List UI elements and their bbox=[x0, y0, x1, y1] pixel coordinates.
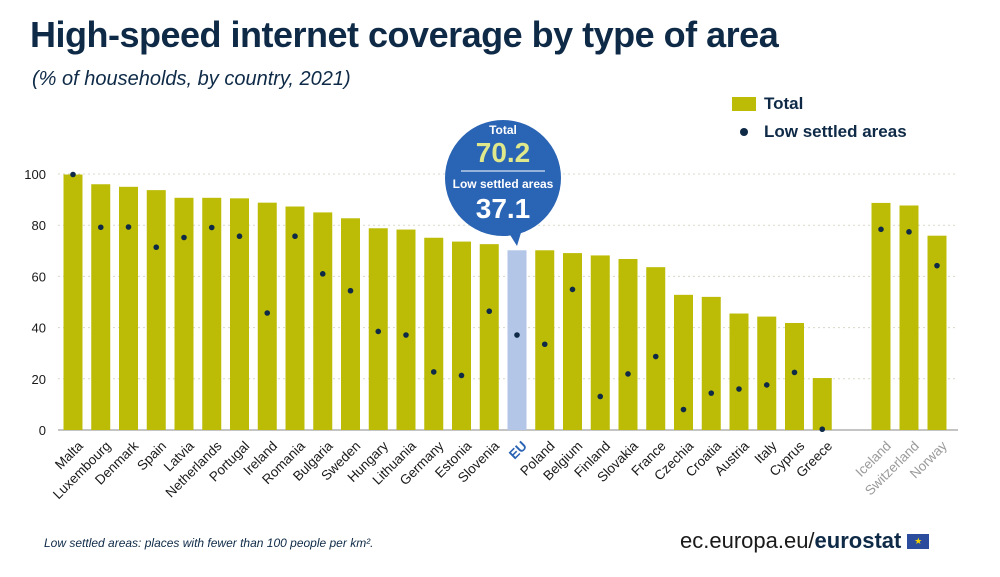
bar-total-ireland bbox=[257, 202, 277, 430]
dot-low-poland bbox=[541, 341, 548, 348]
dot-low-slovenia bbox=[486, 308, 493, 315]
bar-total-austria bbox=[729, 313, 749, 430]
bar-total-latvia bbox=[174, 197, 194, 430]
bar-total-bulgaria bbox=[313, 212, 333, 430]
y-tick-label: 100 bbox=[24, 167, 46, 182]
bar-total-czechia bbox=[674, 294, 693, 430]
bar-total-cyprus bbox=[785, 322, 804, 430]
y-tick-label: 0 bbox=[39, 423, 46, 438]
y-tick-label: 80 bbox=[32, 218, 46, 233]
legend-marker-low bbox=[732, 125, 756, 139]
bar-total-greece bbox=[812, 378, 832, 430]
callout-total-label: Total bbox=[489, 123, 517, 137]
dot-low-czechia bbox=[680, 406, 687, 413]
bar-total-slovakia bbox=[618, 258, 638, 430]
dot-low-hungary bbox=[375, 328, 382, 335]
bar-total-belgium bbox=[563, 253, 582, 430]
legend-item-low: Low settled areas bbox=[732, 118, 907, 146]
chart-subtitle: (% of households, by country, 2021) bbox=[32, 68, 351, 90]
bar-total-france bbox=[646, 267, 666, 430]
dot-low-romania bbox=[292, 233, 298, 240]
brand-name: eurostat bbox=[814, 528, 902, 553]
dot-low-latvia bbox=[181, 234, 187, 241]
bar-total-denmark bbox=[119, 186, 138, 430]
callout-total-value: 70.2 bbox=[476, 137, 531, 168]
dot-low-switzerland bbox=[906, 229, 912, 235]
bar-total-poland bbox=[535, 250, 555, 430]
chart-title: High-speed internet coverage by type of … bbox=[30, 14, 779, 55]
bar-total-spain bbox=[146, 190, 166, 430]
brand-domain: ec.europa.eu/ bbox=[680, 528, 815, 553]
legend-swatch-total bbox=[732, 97, 756, 111]
bar-total-italy bbox=[757, 316, 777, 430]
callout-low-value: 37.1 bbox=[476, 193, 531, 224]
dot-low-malta bbox=[70, 171, 76, 178]
bar-total-romania bbox=[285, 206, 305, 430]
dot-low-belgium bbox=[569, 286, 576, 293]
bar-total-portugal bbox=[230, 198, 249, 430]
footnote: Low settled areas: places with fewer tha… bbox=[44, 536, 374, 550]
dot-low-spain bbox=[153, 244, 160, 251]
dot-low-denmark bbox=[125, 224, 132, 230]
bar-total-luxembourg bbox=[91, 184, 111, 430]
dot-low-greece bbox=[819, 426, 826, 433]
dot-low-france bbox=[652, 353, 659, 360]
dot-low-luxembourg bbox=[97, 224, 104, 231]
dot-low-cyprus bbox=[791, 369, 798, 376]
eu-callout-bubble bbox=[445, 120, 561, 236]
bar-total-finland bbox=[590, 255, 610, 430]
bar-total-slovenia bbox=[479, 244, 499, 430]
eu-callout-pointer bbox=[507, 226, 523, 246]
bar-total-lithuania bbox=[396, 229, 416, 430]
dot-low-norway bbox=[934, 262, 940, 269]
legend: Total Low settled areas bbox=[732, 90, 907, 146]
bar-total-estonia bbox=[452, 241, 471, 430]
dot-low-italy bbox=[763, 382, 770, 388]
bar-total-eu bbox=[507, 250, 527, 430]
bar-total-norway bbox=[927, 235, 947, 430]
bar-total-malta bbox=[63, 174, 83, 430]
dot-low-iceland bbox=[878, 226, 884, 233]
bar-total-croatia bbox=[701, 296, 721, 430]
dot-low-portugal bbox=[236, 233, 243, 240]
bar-total-switzerland bbox=[899, 205, 919, 430]
dot-low-lithuania bbox=[403, 332, 409, 338]
dot-low-sweden bbox=[347, 287, 354, 294]
dot-low-slovakia bbox=[625, 371, 631, 377]
dot-low-netherlands bbox=[208, 224, 215, 231]
dot-low-croatia bbox=[708, 390, 715, 396]
legend-label-low: Low settled areas bbox=[764, 122, 907, 141]
bar-total-netherlands bbox=[202, 197, 222, 430]
dot-low-estonia bbox=[458, 372, 465, 379]
eu-flag-icon: ★ bbox=[907, 533, 930, 549]
bar-total-iceland bbox=[871, 202, 891, 430]
legend-label-total: Total bbox=[764, 94, 804, 113]
dot-low-austria bbox=[736, 386, 742, 392]
callout-low-label: Low settled areas bbox=[453, 177, 554, 191]
legend-item-total: Total bbox=[732, 90, 907, 118]
bar-total-germany bbox=[424, 237, 444, 430]
dot-low-eu bbox=[514, 332, 520, 338]
dot-low-bulgaria bbox=[319, 271, 326, 277]
bar-total-sweden bbox=[341, 218, 360, 430]
source-branding: ec.europa.eu/eurostat ★ bbox=[680, 528, 930, 554]
y-tick-label: 20 bbox=[32, 372, 46, 387]
dot-low-finland bbox=[597, 393, 604, 400]
dot-low-ireland bbox=[264, 310, 271, 316]
y-tick-label: 60 bbox=[32, 269, 46, 284]
dot-low-germany bbox=[430, 369, 437, 375]
y-tick-label: 40 bbox=[32, 321, 46, 336]
